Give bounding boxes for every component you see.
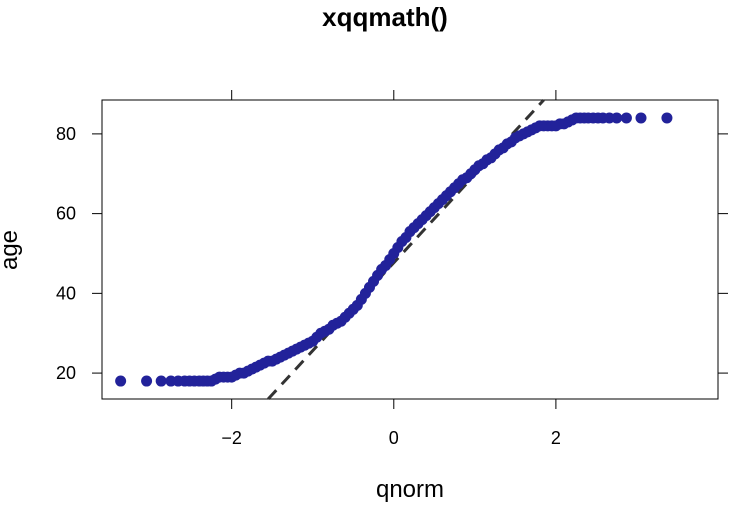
plot-frame [101,99,719,400]
data-point [661,112,673,124]
x-tick-label: 2 [551,428,561,448]
chart-title: xqqmath() [322,2,448,32]
x-axis-label: qnorm [376,476,444,503]
x-tick-label: −2 [221,428,242,448]
data-point [635,112,647,124]
y-tick-label: 60 [56,204,76,224]
data-point [611,112,623,124]
y-tick-label: 20 [56,363,76,383]
data-point [115,375,127,387]
data-points [115,112,673,387]
x-tick-label: 0 [389,428,399,448]
data-point [141,375,153,387]
y-tick-label: 40 [56,283,76,303]
axis-ticks [92,90,728,409]
data-point [620,112,632,124]
y-axis-label: age [0,230,23,270]
reference-line [267,98,545,401]
axis-tick-labels: −2 0 2 20 40 60 80 [56,124,561,448]
data-point [155,375,167,387]
y-tick-label: 80 [56,124,76,144]
